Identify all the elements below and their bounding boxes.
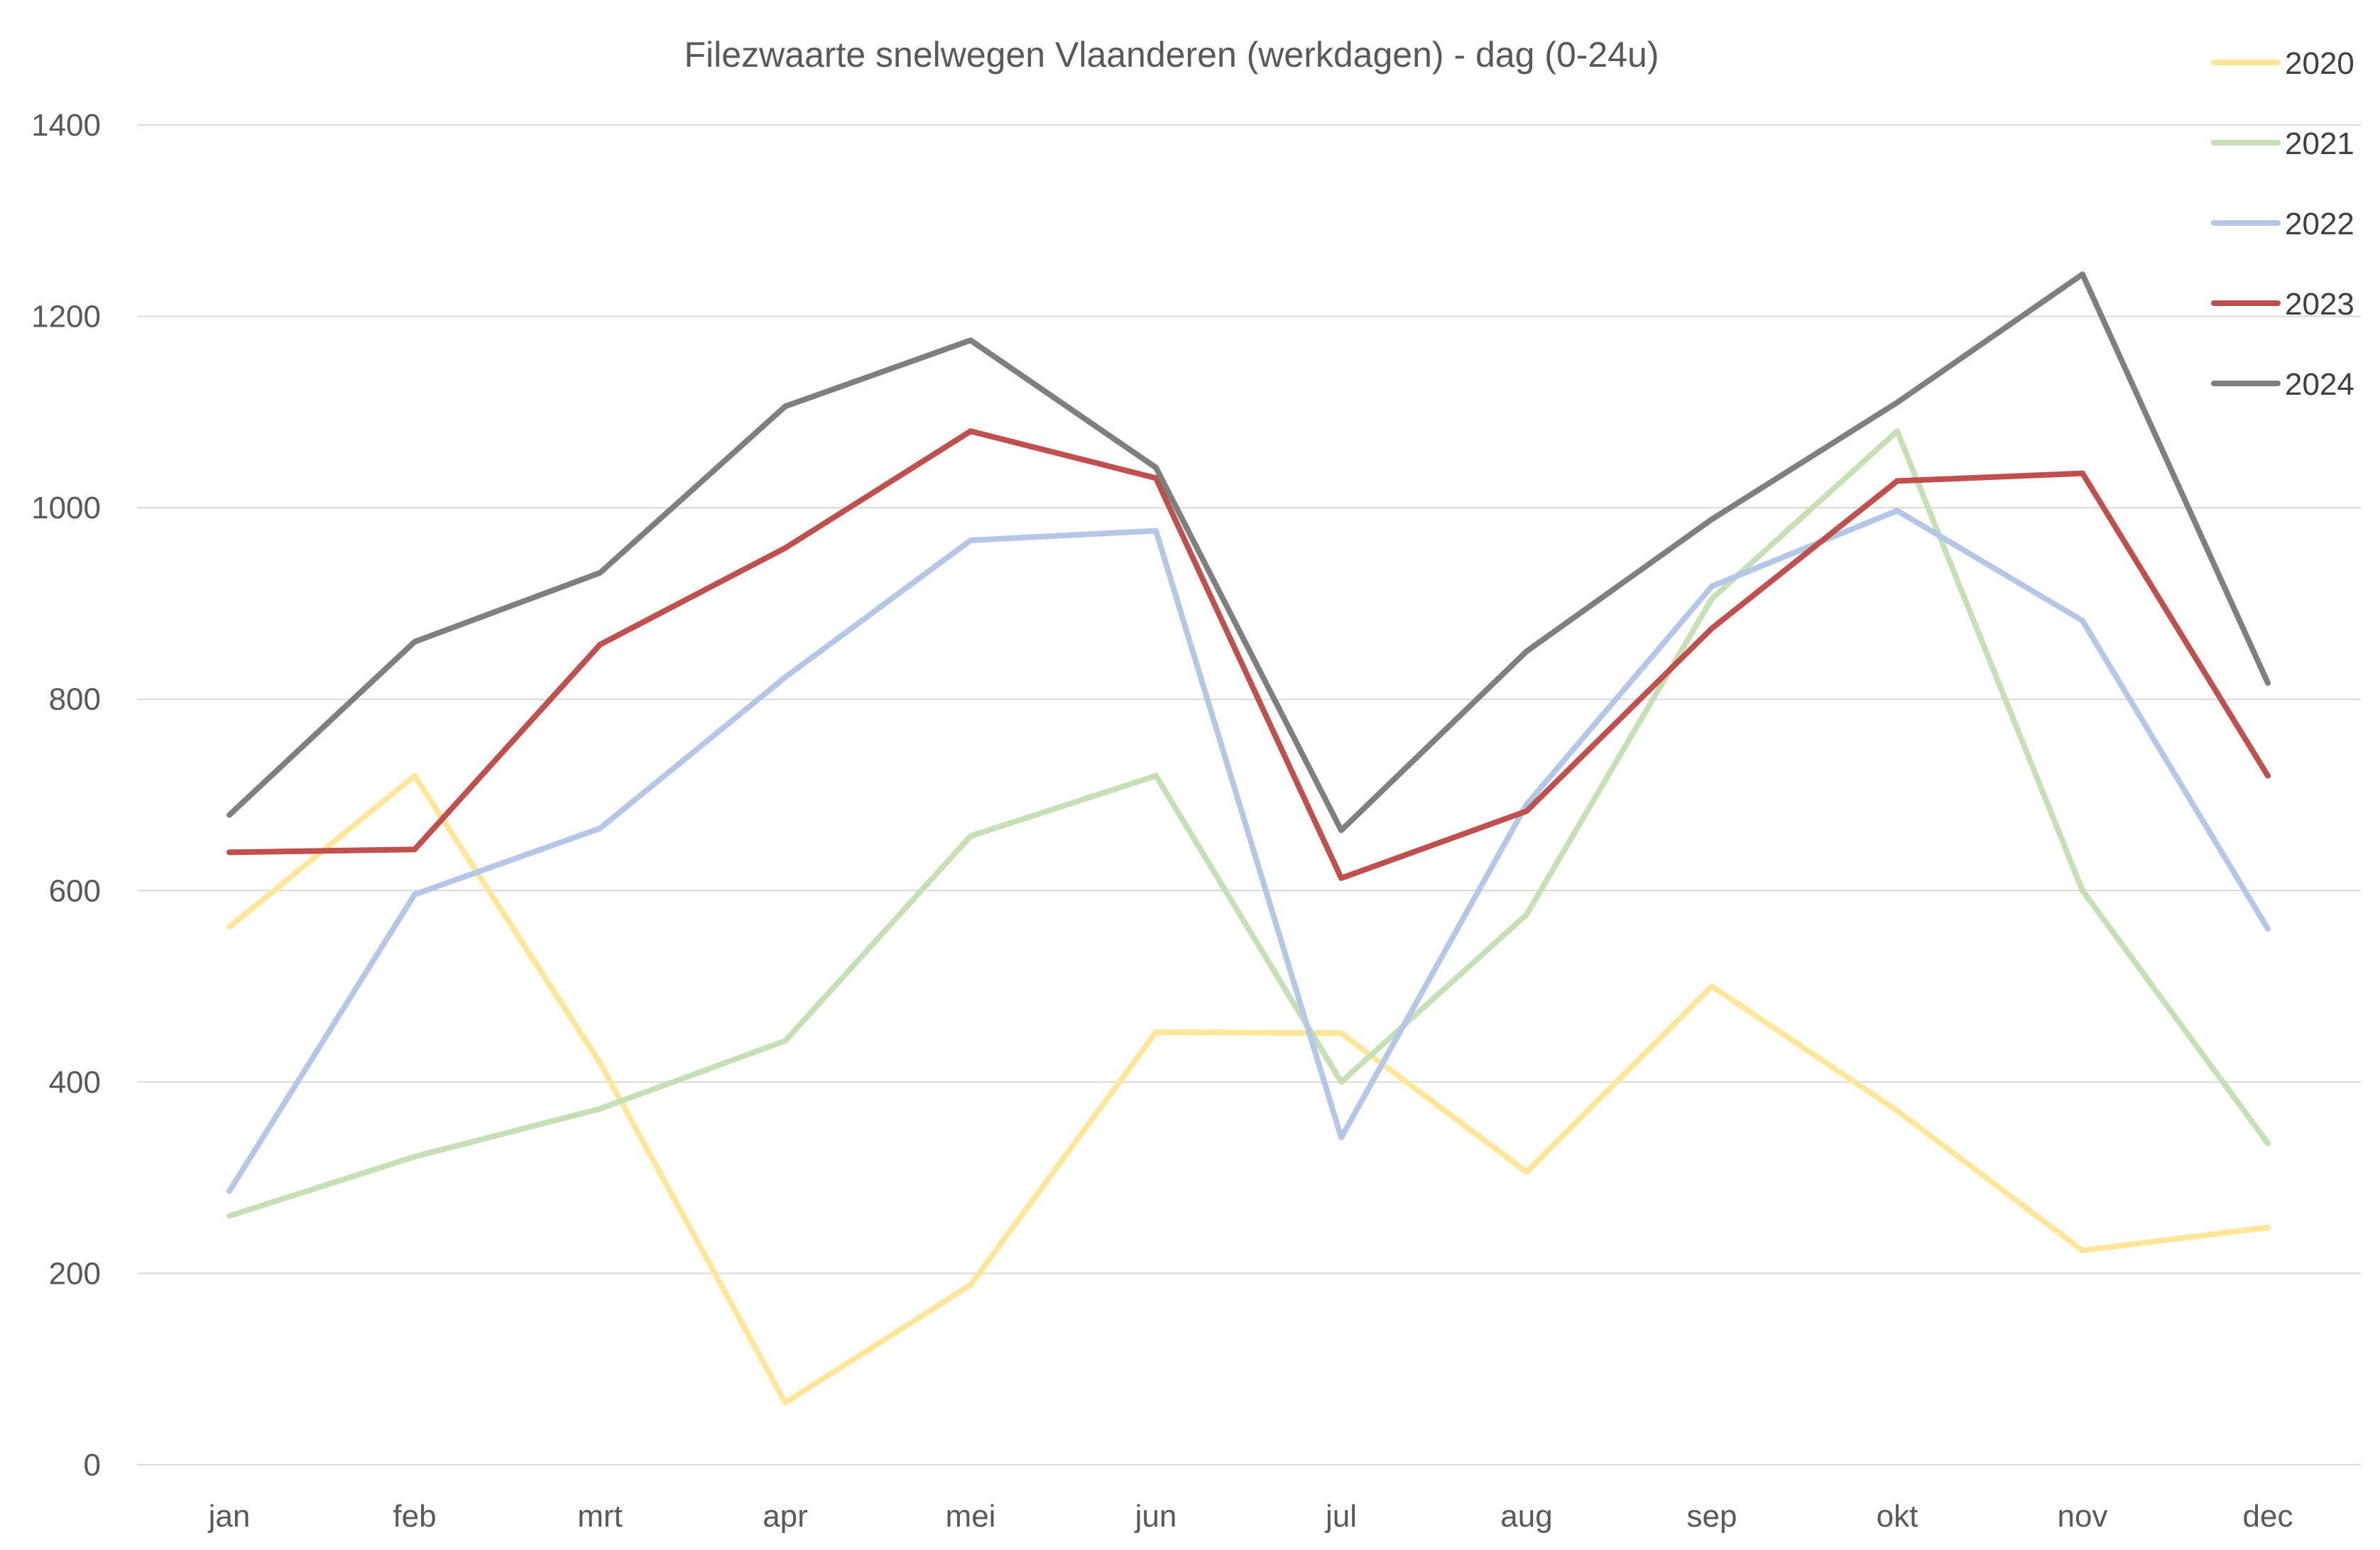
series-lines [226,271,2271,1406]
x-tick-label-feb: feb [393,1499,436,1534]
legend-label-2024: 2024 [2285,367,2354,402]
y-tick-label: 0 [84,1448,101,1483]
x-tick-label-sep: sep [1687,1499,1737,1534]
chart-title: Filezwaarte snelwegen Vlaanderen (werkda… [684,35,1659,75]
x-tick-label-jun: jun [1134,1499,1177,1534]
series-line-2023 [226,428,2271,881]
x-tick-label-okt: okt [1877,1499,1918,1534]
x-tick-label-mrt: mrt [577,1499,623,1534]
series-line-2024 [226,271,2271,834]
series-line-2022 [226,508,2271,1194]
x-tick-label-dec: dec [2243,1499,2293,1534]
y-tick-label: 1200 [31,300,101,334]
x-tick-label-apr: apr [763,1499,808,1534]
x-tick-label-aug: aug [1500,1499,1552,1534]
x-tick-label-jan: jan [207,1499,251,1534]
series-line-2021 [226,428,2271,1219]
legend-label-2021: 2021 [2285,126,2354,161]
series-line-2020 [226,773,2271,1406]
y-tick-label: 400 [49,1065,101,1100]
y-tick-label: 1400 [31,108,101,143]
x-tick-label-mei: mei [946,1499,996,1534]
legend-label-2020: 2020 [2285,46,2354,81]
legend-label-2023: 2023 [2285,287,2354,322]
legend: 2020 2021 2022 2023 2024 [2211,46,2354,402]
x-tick-label-jul: jul [1324,1499,1357,1534]
y-tick-label: 800 [49,682,101,717]
x-axis-tick-labels: jan feb mrt apr mei jun jul aug sep okt nov dec [207,1499,2293,1534]
y-tick-label: 1000 [31,491,101,525]
gridlines [138,124,2361,1466]
y-tick-label: 600 [49,873,101,908]
y-axis-tick-labels: 0 200 400 600 800 1000 1200 1400 [31,108,101,1483]
legend-label-2022: 2022 [2285,207,2354,241]
x-tick-label-nov: nov [2058,1499,2108,1534]
y-tick-label: 200 [49,1256,101,1291]
